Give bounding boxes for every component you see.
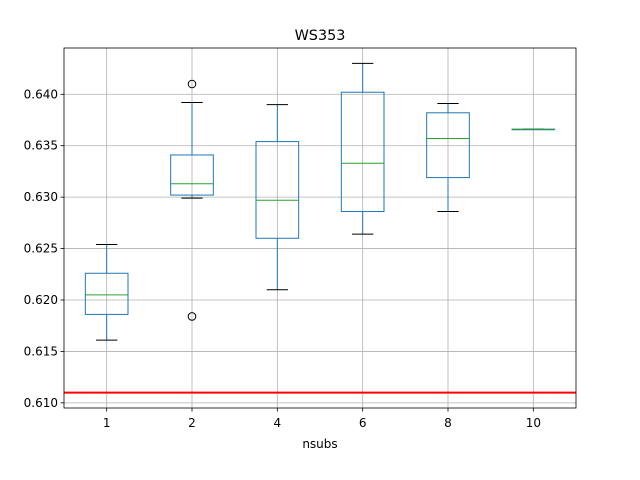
box [426, 112, 470, 179]
x-axis-ticks: 1 2 4 6 8 10 [103, 408, 541, 430]
x-tick-label: 2 [188, 416, 196, 430]
y-axis-ticks: 0.610 0.615 0.620 0.625 0.630 0.635 0.640 [24, 87, 64, 410]
grid-layer [64, 48, 576, 408]
boxes-layer [84, 62, 556, 341]
box [170, 154, 214, 196]
box-group-6 [340, 62, 385, 235]
chart-title: WS353 [295, 28, 346, 44]
y-tick-label: 0.610 [24, 396, 58, 410]
plot-frame [63, 47, 577, 409]
y-tick-label: 0.640 [24, 87, 58, 101]
box-group-10 [511, 128, 556, 131]
x-tick-label: 4 [274, 416, 282, 430]
x-tick-label: 6 [359, 416, 367, 430]
outlier-point [187, 79, 197, 89]
x-tick-label: 10 [526, 416, 541, 430]
box-group-4 [255, 104, 300, 291]
y-tick-label: 0.615 [24, 344, 58, 358]
box-group-2 [170, 79, 214, 321]
box [340, 91, 385, 213]
x-tick-label: 8 [444, 416, 452, 430]
box [255, 141, 300, 239]
x-axis-title: nsubs [302, 437, 337, 451]
box-group-8 [426, 103, 470, 213]
y-tick-label: 0.625 [24, 242, 58, 256]
x-tick-label: 1 [103, 416, 111, 430]
box [84, 272, 129, 315]
box-group-1 [84, 243, 129, 341]
outlier-point [187, 312, 197, 321]
y-tick-label: 0.635 [24, 139, 58, 153]
y-tick-label: 0.620 [24, 293, 58, 307]
y-tick-label: 0.630 [24, 190, 58, 204]
